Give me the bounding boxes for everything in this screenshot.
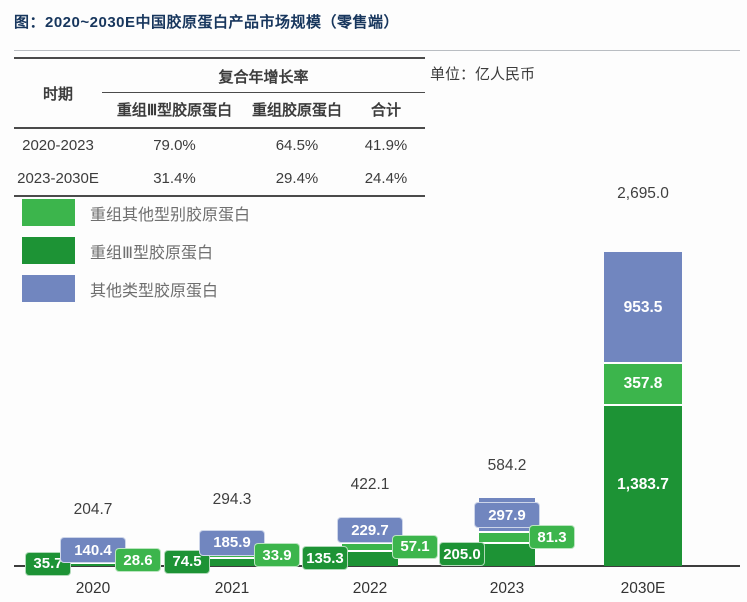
value-callout-light_green: 81.3 <box>529 525 575 550</box>
value-callout-blue: 229.7 <box>337 517 403 544</box>
legend-label: 其他类型胶原蛋白 <box>90 282 219 300</box>
legend-swatch-light-green <box>22 199 75 226</box>
total-label: 422.1 <box>350 475 390 493</box>
total-label: 294.3 <box>212 490 252 508</box>
x-axis-label-2022: 2022 <box>352 580 388 597</box>
total-label: 2,695.0 <box>617 185 669 202</box>
chart-legend: 重组其他型别胶原蛋白 重组Ⅲ型胶原蛋白 其他类型胶原蛋白 <box>22 199 250 313</box>
bar-segment-light_green <box>604 363 682 405</box>
bar-segment-dark_green <box>604 404 682 566</box>
subheader-total: 合计 <box>370 102 401 119</box>
segment-value-label: 357.8 <box>623 374 663 392</box>
bar-segment-dark_green <box>479 542 535 566</box>
value-callout-blue: 297.9 <box>474 502 540 529</box>
segment-value-label: 953.5 <box>623 298 663 316</box>
unit-label: 单位：亿人民币 <box>430 66 536 83</box>
legend-item-other-types: 其他类型胶原蛋白 <box>22 275 250 302</box>
segment-value-label: 1,383.7 <box>617 476 669 494</box>
legend-swatch-dark-green <box>22 237 75 264</box>
x-axis-label-2021: 2021 <box>214 580 250 597</box>
callout-connector <box>479 530 531 545</box>
value-callout-light_green: 33.9 <box>254 543 300 568</box>
row-value: 31.4% <box>153 170 196 187</box>
subheader-recombinant: 重组胶原蛋白 <box>251 102 342 119</box>
x-axis-label-2020: 2020 <box>75 580 111 597</box>
value-callout-dark_green: 135.3 <box>302 546 348 571</box>
cagr-table-header: 时期 复合年增长率 重组Ⅲ型胶原蛋白 重组胶原蛋白 合计 <box>14 59 425 129</box>
bar-segment-dark_green <box>65 561 121 566</box>
row-value: 79.0% <box>153 137 196 154</box>
row-period: 2023-2030E <box>17 170 99 187</box>
cagr-subheaders: 重组Ⅲ型胶原蛋白 重组胶原蛋白 合计 <box>102 93 425 127</box>
legend-label: 重组Ⅲ型胶原蛋白 <box>90 244 214 262</box>
value-callout-dark_green: 205.0 <box>439 542 485 567</box>
row-value: 41.9% <box>364 137 408 154</box>
row-value: 29.4% <box>275 170 319 187</box>
bar-segment-dark_green <box>204 557 260 566</box>
total-label: 204.7 <box>73 501 113 519</box>
cagr-table: 时期 复合年增长率 重组Ⅲ型胶原蛋白 重组胶原蛋白 合计 2020-2023 7… <box>14 57 425 197</box>
bar-2030E: 953.5 357.8 1,383.7 <box>604 252 682 566</box>
bar-segment-dark_green <box>342 550 398 566</box>
row-value: 64.5% <box>275 137 319 154</box>
callout-connector <box>342 541 394 553</box>
period-column-header: 时期 <box>42 85 73 103</box>
total-label: 584.2 <box>487 456 527 474</box>
figure-title: 图：2020~2030E中国胶原蛋白产品市场规模（零售端） <box>14 14 400 31</box>
segment-separator <box>604 403 682 406</box>
table-row: 2020-2023 79.0% 64.5% 41.9% <box>14 129 425 162</box>
legend-label: 重组其他型别胶原蛋白 <box>90 206 251 224</box>
value-callout-light_green: 28.6 <box>115 548 161 573</box>
value-callout-light_green: 57.1 <box>392 534 438 559</box>
legend-swatch-blue <box>22 275 75 302</box>
x-axis-label-2030E: 2030E <box>620 580 666 597</box>
legend-item-type3-recombinant: 重组Ⅲ型胶原蛋白 <box>22 237 250 264</box>
x-axis-line <box>14 565 740 567</box>
x-axis-label-2023: 2023 <box>489 580 525 597</box>
cagr-header-group: 复合年增长率 重组Ⅲ型胶原蛋白 重组胶原蛋白 合计 <box>102 59 425 127</box>
row-period: 2020-2023 <box>22 137 94 154</box>
row-value: 24.4% <box>364 170 408 187</box>
value-callout-dark_green: 35.7 <box>25 551 71 576</box>
segment-separator <box>604 362 682 365</box>
subheader-type3: 重组Ⅲ型胶原蛋白 <box>116 102 233 119</box>
title-divider <box>14 50 740 51</box>
bar-segment-blue <box>604 252 682 364</box>
legend-item-other-recombinant: 重组其他型别胶原蛋白 <box>22 199 250 226</box>
table-row: 2023-2030E 31.4% 29.4% 24.4% <box>14 162 425 195</box>
cagr-group-header: 复合年增长率 <box>102 59 425 93</box>
